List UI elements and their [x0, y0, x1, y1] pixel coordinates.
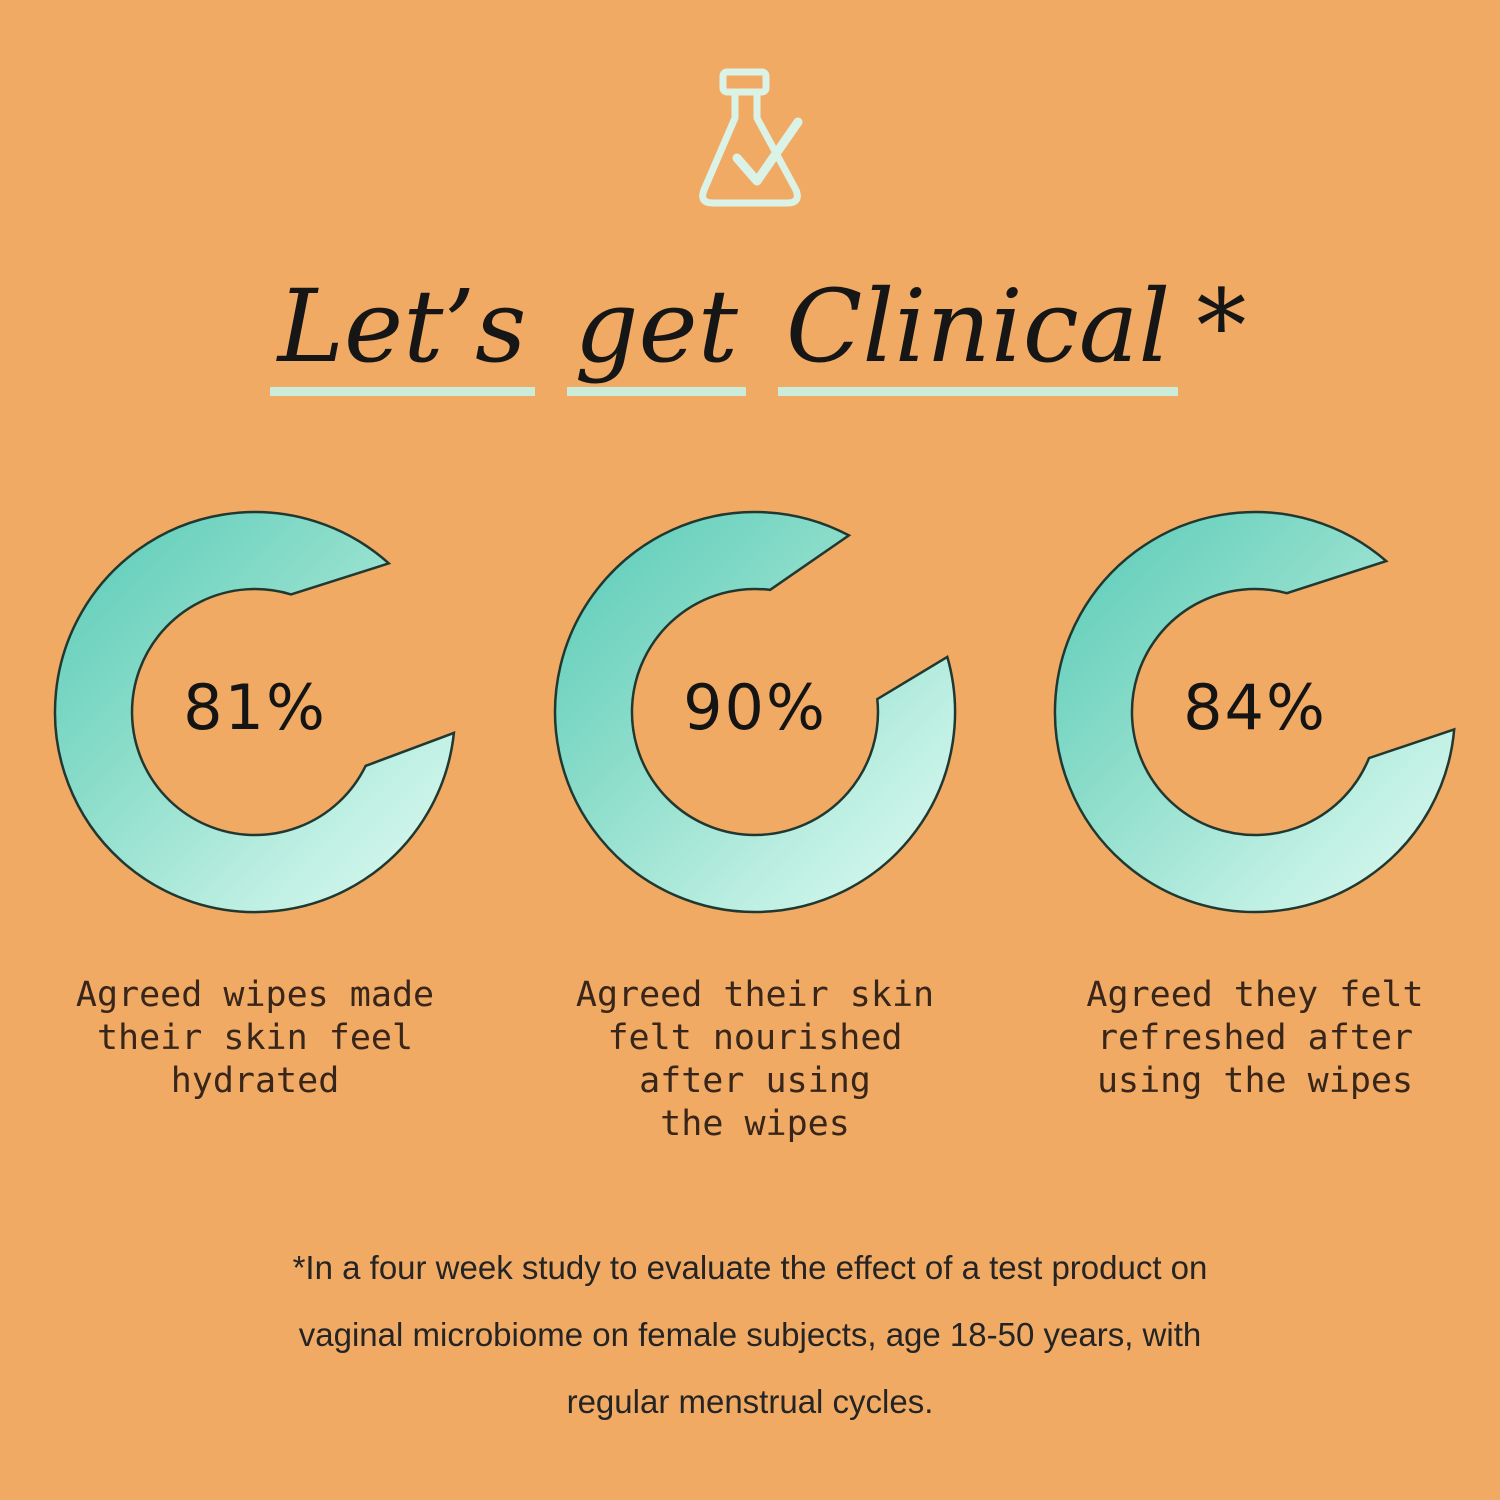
flask-check-icon — [690, 58, 810, 218]
percent-value: 90% — [683, 671, 827, 744]
title-word-clinical: Clinical — [777, 271, 1179, 396]
flask-check-svg — [699, 68, 803, 207]
flask-body — [699, 92, 801, 207]
footnote: *In a four week study to evaluate the ef… — [292, 1249, 1208, 1420]
donut-chart-hydrated: 81% Agreed wipes made their skin feel hy… — [35, 492, 475, 1101]
page-title: Let’s get Clinical * — [0, 268, 1500, 396]
checkmark-icon — [732, 117, 803, 186]
title-word-clinical-group: Clinical * — [762, 268, 1246, 396]
donut-arc — [553, 510, 957, 914]
donut-chart-nourished: 90% Agreed their skin felt nourished aft… — [535, 492, 975, 1144]
donut-arc — [1053, 510, 1456, 914]
percent-value: 81% — [183, 671, 327, 744]
flask-lip — [719, 68, 770, 96]
percent-value: 84% — [1183, 671, 1327, 744]
chart-caption: Agreed their skin felt nourished after u… — [575, 975, 935, 1144]
donut-arc-svg — [553, 510, 957, 914]
chart-caption: Agreed wipes made their skin feel hydrat… — [75, 975, 435, 1101]
donut-arc-svg — [53, 510, 456, 914]
donut-arc — [53, 510, 456, 914]
donut-chart-refreshed: 84% Agreed they felt refreshed after usi… — [1035, 492, 1475, 1101]
title-word-lets: Let’s — [269, 271, 535, 396]
chart-caption: Agreed they felt refreshed after using t… — [1086, 975, 1424, 1101]
title-word-get: get — [566, 271, 746, 396]
donut-arc-svg — [1053, 510, 1456, 914]
title-asterisk: * — [1196, 268, 1247, 385]
